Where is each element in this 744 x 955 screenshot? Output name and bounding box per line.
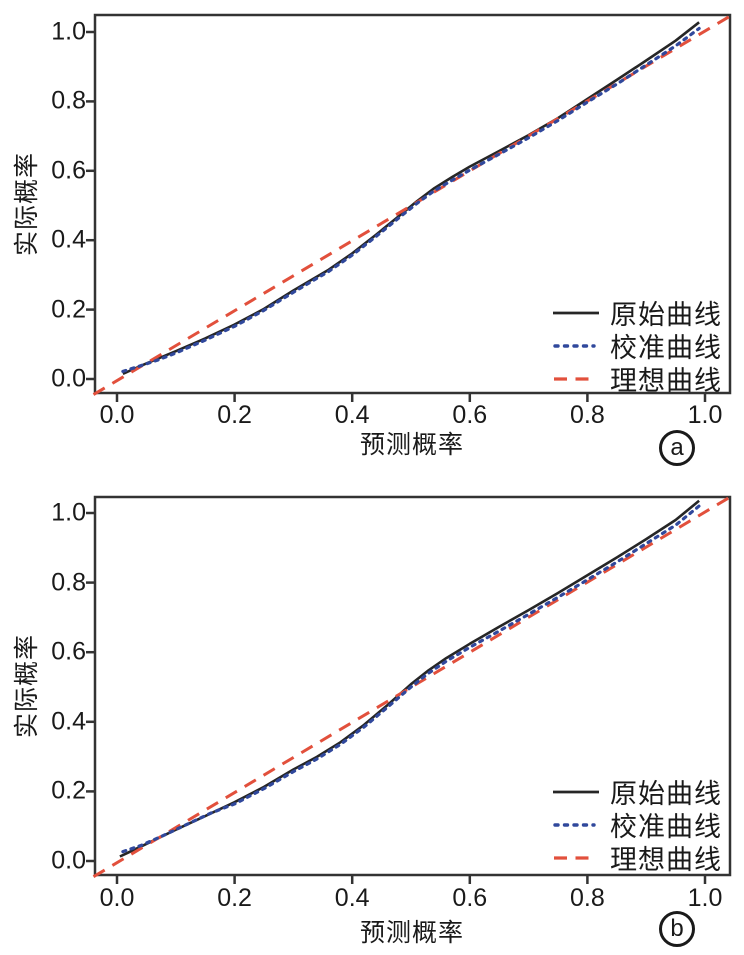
legend-label: 校准曲线 <box>610 812 722 842</box>
legend-label: 原始曲线 <box>610 779 722 809</box>
panel-b-ytick-3: 0.4 <box>51 707 86 736</box>
panel-a-ytick-3: 0.4 <box>51 225 86 254</box>
panel-b-legend: 原始曲线 校准曲线 理想曲线 <box>552 776 722 875</box>
panel-b-xtick-3: 0.6 <box>452 884 488 912</box>
panel-b-ytick-1: 0.8 <box>51 568 86 597</box>
panel-b-ytick-5: 0.0 <box>51 846 86 875</box>
legend-item-original: 原始曲线 <box>552 297 722 330</box>
panel-a-xtick-1: 0.2 <box>217 401 252 429</box>
panel-a-xtick-3: 0.6 <box>452 401 488 429</box>
curve-dotted <box>121 26 701 373</box>
legend-item-calibrated: 校准曲线 <box>552 330 722 363</box>
panel-a-x-axis-title: 预测概率 <box>359 431 465 459</box>
panel-b-ytick-2: 0.6 <box>51 637 86 666</box>
legend-label: 原始曲线 <box>610 300 722 330</box>
legend-item-ideal: 理想曲线 <box>552 842 722 875</box>
legend-label: 理想曲线 <box>610 366 722 396</box>
panel-a-ytick-4: 0.2 <box>51 295 86 324</box>
panel-a-ytick-0: 1.0 <box>51 17 86 46</box>
legend-item-ideal: 理想曲线 <box>552 363 722 396</box>
curve-dotted <box>121 504 701 854</box>
panel-a-xtick-5: 1.0 <box>687 401 723 429</box>
curve-dashed <box>92 496 730 878</box>
curve-solid <box>122 21 700 375</box>
dashed-line-icon <box>554 855 594 860</box>
legend-label: 校准曲线 <box>610 333 722 363</box>
dotted-line-icon <box>553 343 596 348</box>
panel-b-ytick-4: 0.2 <box>51 776 86 805</box>
solid-line-icon <box>553 311 599 314</box>
panel-a-xtick-2: 0.4 <box>334 401 370 429</box>
panel-a-xtick-0: 0.0 <box>99 401 135 429</box>
panel-b-xtick-2: 0.4 <box>334 884 370 912</box>
curve-dashed <box>92 14 733 396</box>
dotted-line-icon <box>553 822 596 827</box>
panel-a-ytick-2: 0.6 <box>51 156 86 185</box>
dashed-line-icon <box>554 376 594 381</box>
axes-frame <box>93 13 732 395</box>
panel-b-x-axis-title: 预测概率 <box>359 919 465 947</box>
panel-b-xtick-0: 0.0 <box>99 884 135 912</box>
legend-item-calibrated: 校准曲线 <box>552 809 722 842</box>
panel-a-legend: 原始曲线 校准曲线 理想曲线 <box>552 297 722 396</box>
legend-label: 理想曲线 <box>610 845 722 875</box>
panel-b-label: b <box>659 911 695 947</box>
panel-b-xtick-1: 0.2 <box>217 884 252 912</box>
solid-line-icon <box>553 790 599 793</box>
panel-a-ytick-1: 0.8 <box>51 86 86 115</box>
panel-b-ytick-0: 1.0 <box>51 498 86 527</box>
axes-frame <box>93 495 732 877</box>
panel-a-ytick-5: 0.0 <box>51 364 86 393</box>
panel-b-xtick-4: 0.8 <box>570 884 605 912</box>
panel-a-label: a <box>659 430 695 466</box>
legend-item-original: 原始曲线 <box>552 776 722 809</box>
panel-b-xtick-5: 1.0 <box>687 884 723 912</box>
panel-a-xtick-4: 0.8 <box>570 401 605 429</box>
